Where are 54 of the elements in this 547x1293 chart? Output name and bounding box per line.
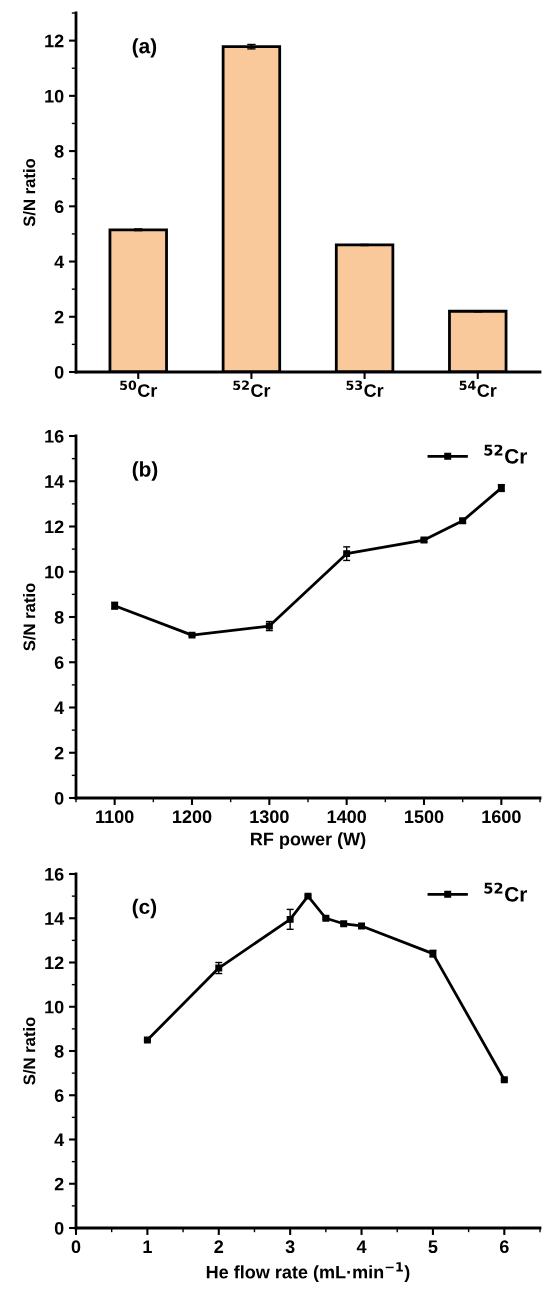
x-tick-label: $^{53}$Cr xyxy=(346,380,384,397)
x-tick-label: 1 xyxy=(143,1240,152,1253)
y-tick-label: 2 xyxy=(54,746,64,760)
y-tick-label: 14 xyxy=(45,475,65,488)
y-tick-label: 10 xyxy=(45,1000,64,1014)
legend-label: $^{52}$Cr xyxy=(484,882,528,902)
x-tick-label: 1500 xyxy=(405,810,444,824)
x-tick-label: 1200 xyxy=(173,810,212,824)
y-tick-label: 12 xyxy=(45,520,64,534)
x-tick-label: 0 xyxy=(71,1240,81,1254)
y-axis-title: S/N ratio xyxy=(23,583,36,651)
x-tick-label: $^{54}$Cr xyxy=(459,380,497,397)
y-tick-label: 0 xyxy=(54,1221,64,1235)
y-tick-label: 16 xyxy=(45,429,64,443)
point xyxy=(286,915,294,923)
x-tick-label: 2 xyxy=(214,1240,224,1253)
annotation: (b) xyxy=(132,461,158,481)
x-tick-label: $^{52}$Cr xyxy=(233,380,271,397)
point xyxy=(343,550,351,558)
y-tick-label: 4 xyxy=(54,1133,65,1147)
y-tick-label: 8 xyxy=(54,1044,64,1058)
annotation: (c) xyxy=(132,898,157,919)
x-tick-label: 5 xyxy=(428,1240,438,1254)
x-tick-label: 1600 xyxy=(482,810,521,824)
y-tick-label: 6 xyxy=(54,656,64,669)
y-tick-label: 0 xyxy=(54,365,64,379)
x-tick-label: 3 xyxy=(285,1240,295,1254)
y-tick-label: 8 xyxy=(54,610,64,624)
y-tick-label: 12 xyxy=(45,34,64,48)
x-tick-label: $^{50}$Cr xyxy=(120,380,158,397)
y-tick-label: 6 xyxy=(54,1089,64,1102)
y-tick-label: 14 xyxy=(45,912,65,925)
x-axis-title: RF power (W) xyxy=(251,832,366,850)
x-tick-label: 1300 xyxy=(250,810,289,824)
y-tick-label: 8 xyxy=(54,145,64,158)
legend-label: $^{52}$Cr xyxy=(484,444,528,464)
x-tick-label: 1100 xyxy=(96,810,134,824)
y-tick-label: 2 xyxy=(54,1177,64,1191)
y-tick-label: 6 xyxy=(54,200,64,214)
x-tick-label: 6 xyxy=(499,1240,509,1254)
y-tick-label: 10 xyxy=(45,89,64,103)
y-tick-label: 10 xyxy=(45,565,64,579)
x-axis-title: He flow rate (mL·min$^{−1}$) xyxy=(206,1262,410,1283)
annotation: (a) xyxy=(132,38,157,58)
y-tick-label: 0 xyxy=(54,791,64,805)
x-tick-label: 4 xyxy=(356,1240,367,1253)
y-tick-label: 12 xyxy=(45,956,64,970)
y-axis-title: S/N ratio xyxy=(23,1017,36,1085)
y-tick-label: 16 xyxy=(45,867,64,881)
y-tick-label: 2 xyxy=(54,310,64,324)
y-tick-label: 4 xyxy=(54,255,65,269)
y-tick-label: 4 xyxy=(54,701,65,715)
x-tick-label: 1400 xyxy=(327,810,367,824)
y-axis-title: S/N ratio xyxy=(23,158,36,227)
